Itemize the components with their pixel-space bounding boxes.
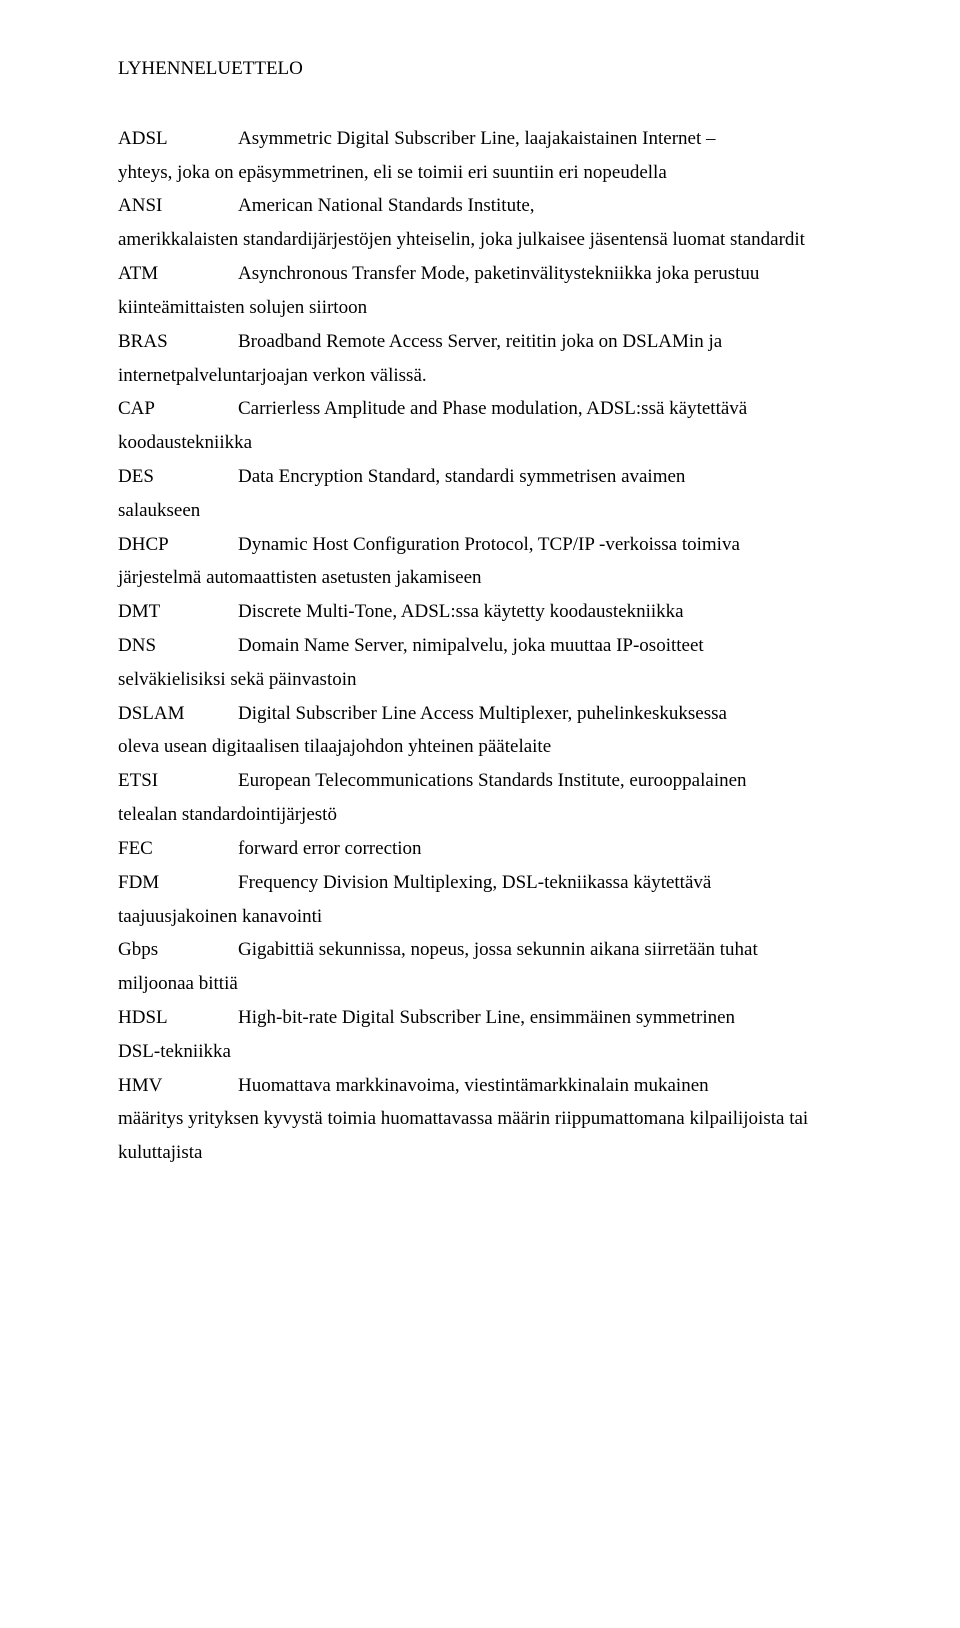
glossary-entry: DMTDiscrete Multi-Tone, ADSL:ssa käytett… [118,595,850,629]
definition-continuation: oleva usean digitaalisen tilaajajohdon y… [118,730,850,764]
definition-continuation: miljoonaa bittiä [118,967,850,1001]
entry-line: CAPCarrierless Amplitude and Phase modul… [118,392,850,426]
glossary-entry: BRASBroadband Remote Access Server, reit… [118,325,850,393]
glossary-entry: FDMFrequency Division Multiplexing, DSL-… [118,866,850,934]
entry-line: BRASBroadband Remote Access Server, reit… [118,325,850,359]
abbreviation: ATM [118,257,238,291]
abbreviation: ETSI [118,764,238,798]
entry-line: GbpsGigabittiä sekunnissa, nopeus, jossa… [118,933,850,967]
glossary-entry: DNSDomain Name Server, nimipalvelu, joka… [118,629,850,697]
entry-line: FECforward error correction [118,832,850,866]
definition: Frequency Division Multiplexing, DSL-tek… [238,872,711,893]
definition: forward error correction [238,838,422,859]
definition-continuation: internetpalveluntarjoajan verkon välissä… [118,359,850,393]
entry-line: ANSIAmerican National Standards Institut… [118,189,850,223]
entry-line: DHCPDynamic Host Configuration Protocol,… [118,528,850,562]
entry-line: ADSLAsymmetric Digital Subscriber Line, … [118,122,850,156]
definition-continuation: määritys yrityksen kyvystä toimia huomat… [118,1102,850,1170]
glossary-entry: DHCPDynamic Host Configuration Protocol,… [118,528,850,596]
glossary-entry: ETSIEuropean Telecommunications Standard… [118,764,850,832]
definition-continuation: selväkielisiksi sekä päinvastoin [118,663,850,697]
definition: High-bit-rate Digital Subscriber Line, e… [238,1007,735,1028]
abbreviation: HMV [118,1069,238,1103]
glossary-entry: DSLAMDigital Subscriber Line Access Mult… [118,697,850,765]
entry-line: DMTDiscrete Multi-Tone, ADSL:ssa käytett… [118,595,850,629]
abbreviation: DHCP [118,528,238,562]
glossary-entry: DESData Encryption Standard, standardi s… [118,460,850,528]
abbreviation: DNS [118,629,238,663]
glossary-entry: ADSLAsymmetric Digital Subscriber Line, … [118,122,850,190]
abbreviation: DMT [118,595,238,629]
definition: Digital Subscriber Line Access Multiplex… [238,703,727,724]
definition: Discrete Multi-Tone, ADSL:ssa käytetty k… [238,601,684,622]
abbreviation: HDSL [118,1001,238,1035]
abbreviation: ADSL [118,122,238,156]
entry-line: DESData Encryption Standard, standardi s… [118,460,850,494]
page-title: LYHENNELUETTELO [118,52,850,86]
definition-continuation: kiinteämittaisten solujen siirtoon [118,291,850,325]
entry-line: ETSIEuropean Telecommunications Standard… [118,764,850,798]
definition: Asymmetric Digital Subscriber Line, laaj… [238,128,716,149]
entry-line: HMVHuomattava markkinavoima, viestintäma… [118,1069,850,1103]
glossary-entry: HMVHuomattava markkinavoima, viestintäma… [118,1069,850,1170]
glossary-entry: CAPCarrierless Amplitude and Phase modul… [118,392,850,460]
definition-continuation: koodaustekniikka [118,426,850,460]
definition: Broadband Remote Access Server, reititin… [238,331,722,352]
definition: American National Standards Institute, [238,195,535,216]
glossary-entry: GbpsGigabittiä sekunnissa, nopeus, jossa… [118,933,850,1001]
definition: European Telecommunications Standards In… [238,770,747,791]
definition-continuation: telealan standardointijärjestö [118,798,850,832]
definition: Domain Name Server, nimipalvelu, joka mu… [238,635,704,656]
definition: Huomattava markkinavoima, viestintämarkk… [238,1075,709,1096]
abbreviation: FEC [118,832,238,866]
entry-line: FDMFrequency Division Multiplexing, DSL-… [118,866,850,900]
definition-continuation: järjestelmä automaattisten asetusten jak… [118,561,850,595]
glossary-list: ADSLAsymmetric Digital Subscriber Line, … [118,122,850,1170]
abbreviation: FDM [118,866,238,900]
definition-continuation: salaukseen [118,494,850,528]
abbreviation: ANSI [118,189,238,223]
entry-line: ATMAsynchronous Transfer Mode, paketinvä… [118,257,850,291]
entry-line: DSLAMDigital Subscriber Line Access Mult… [118,697,850,731]
abbreviation: DES [118,460,238,494]
definition: Data Encryption Standard, standardi symm… [238,466,685,487]
glossary-entry: FECforward error correction [118,832,850,866]
entry-line: DNSDomain Name Server, nimipalvelu, joka… [118,629,850,663]
glossary-entry: HDSLHigh-bit-rate Digital Subscriber Lin… [118,1001,850,1069]
definition: Dynamic Host Configuration Protocol, TCP… [238,534,740,555]
entry-line: HDSLHigh-bit-rate Digital Subscriber Lin… [118,1001,850,1035]
glossary-entry: ANSIAmerican National Standards Institut… [118,189,850,257]
definition: Asynchronous Transfer Mode, paketinvälit… [238,263,759,284]
abbreviation: Gbps [118,933,238,967]
definition-continuation: yhteys, joka on epäsymmetrinen, eli se t… [118,156,850,190]
definition: Gigabittiä sekunnissa, nopeus, jossa sek… [238,939,758,960]
definition-continuation: taajuusjakoinen kanavointi [118,900,850,934]
abbreviation: BRAS [118,325,238,359]
definition-continuation: amerikkalaisten standardijärjestöjen yht… [118,223,850,257]
abbreviation: CAP [118,392,238,426]
definition: Carrierless Amplitude and Phase modulati… [238,398,747,419]
glossary-entry: ATMAsynchronous Transfer Mode, paketinvä… [118,257,850,325]
definition-continuation: DSL-tekniikka [118,1035,850,1069]
abbreviation: DSLAM [118,697,238,731]
